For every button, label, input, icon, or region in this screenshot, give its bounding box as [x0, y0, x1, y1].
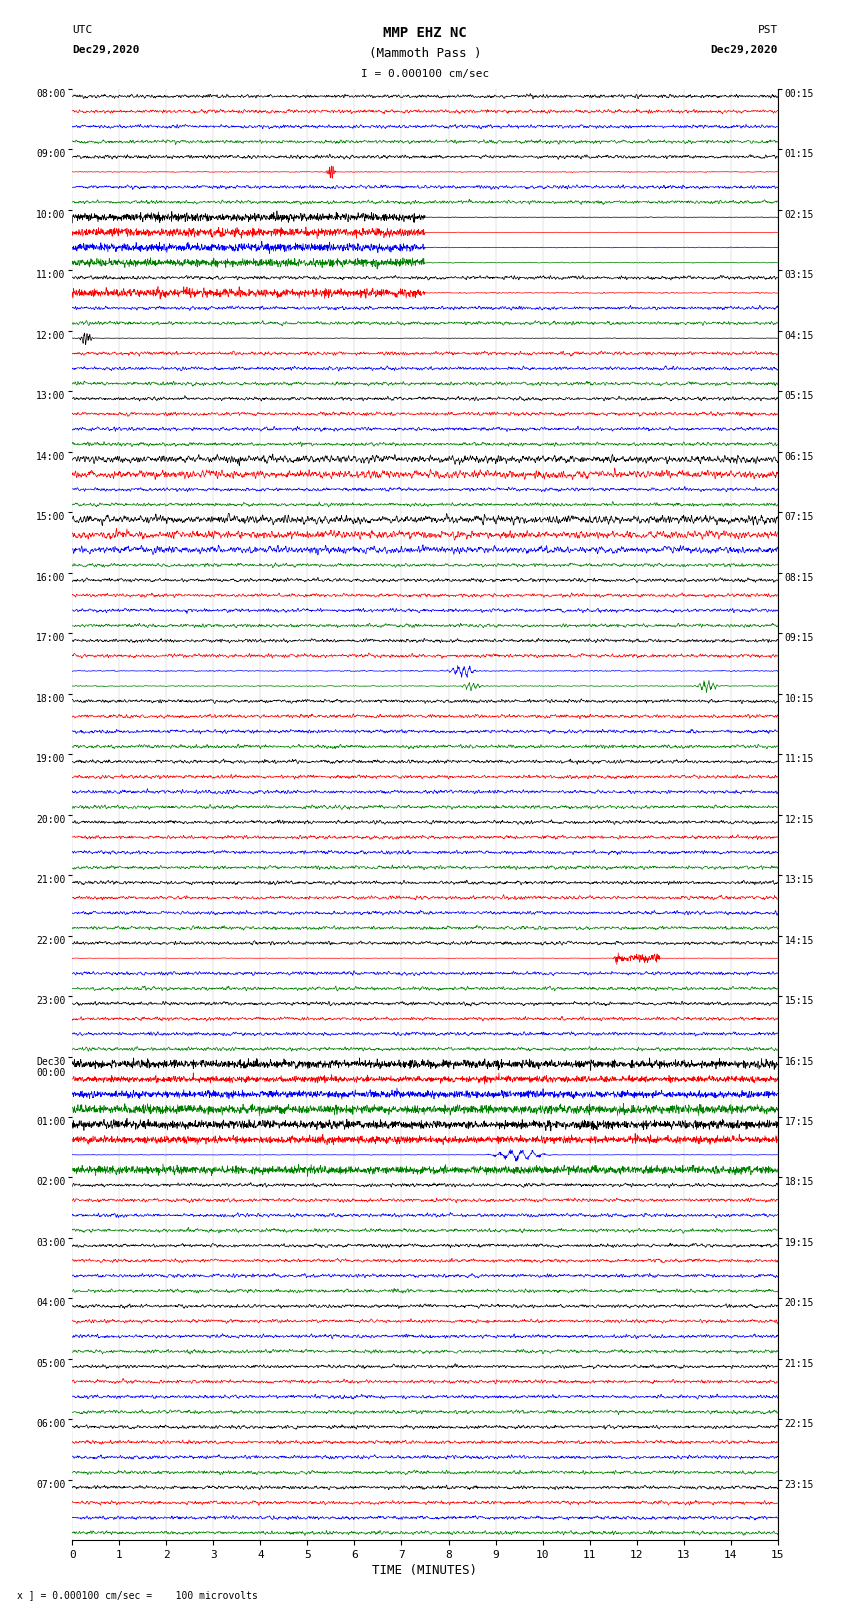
Text: UTC: UTC [72, 26, 93, 35]
Text: PST: PST [757, 26, 778, 35]
Text: MMP EHZ NC: MMP EHZ NC [383, 26, 467, 40]
Text: Dec29,2020: Dec29,2020 [711, 45, 778, 55]
Text: (Mammoth Pass ): (Mammoth Pass ) [369, 47, 481, 60]
X-axis label: TIME (MINUTES): TIME (MINUTES) [372, 1565, 478, 1578]
Text: x ] = 0.000100 cm/sec =    100 microvolts: x ] = 0.000100 cm/sec = 100 microvolts [17, 1590, 258, 1600]
Text: I = 0.000100 cm/sec: I = 0.000100 cm/sec [361, 69, 489, 79]
Text: Dec29,2020: Dec29,2020 [72, 45, 139, 55]
